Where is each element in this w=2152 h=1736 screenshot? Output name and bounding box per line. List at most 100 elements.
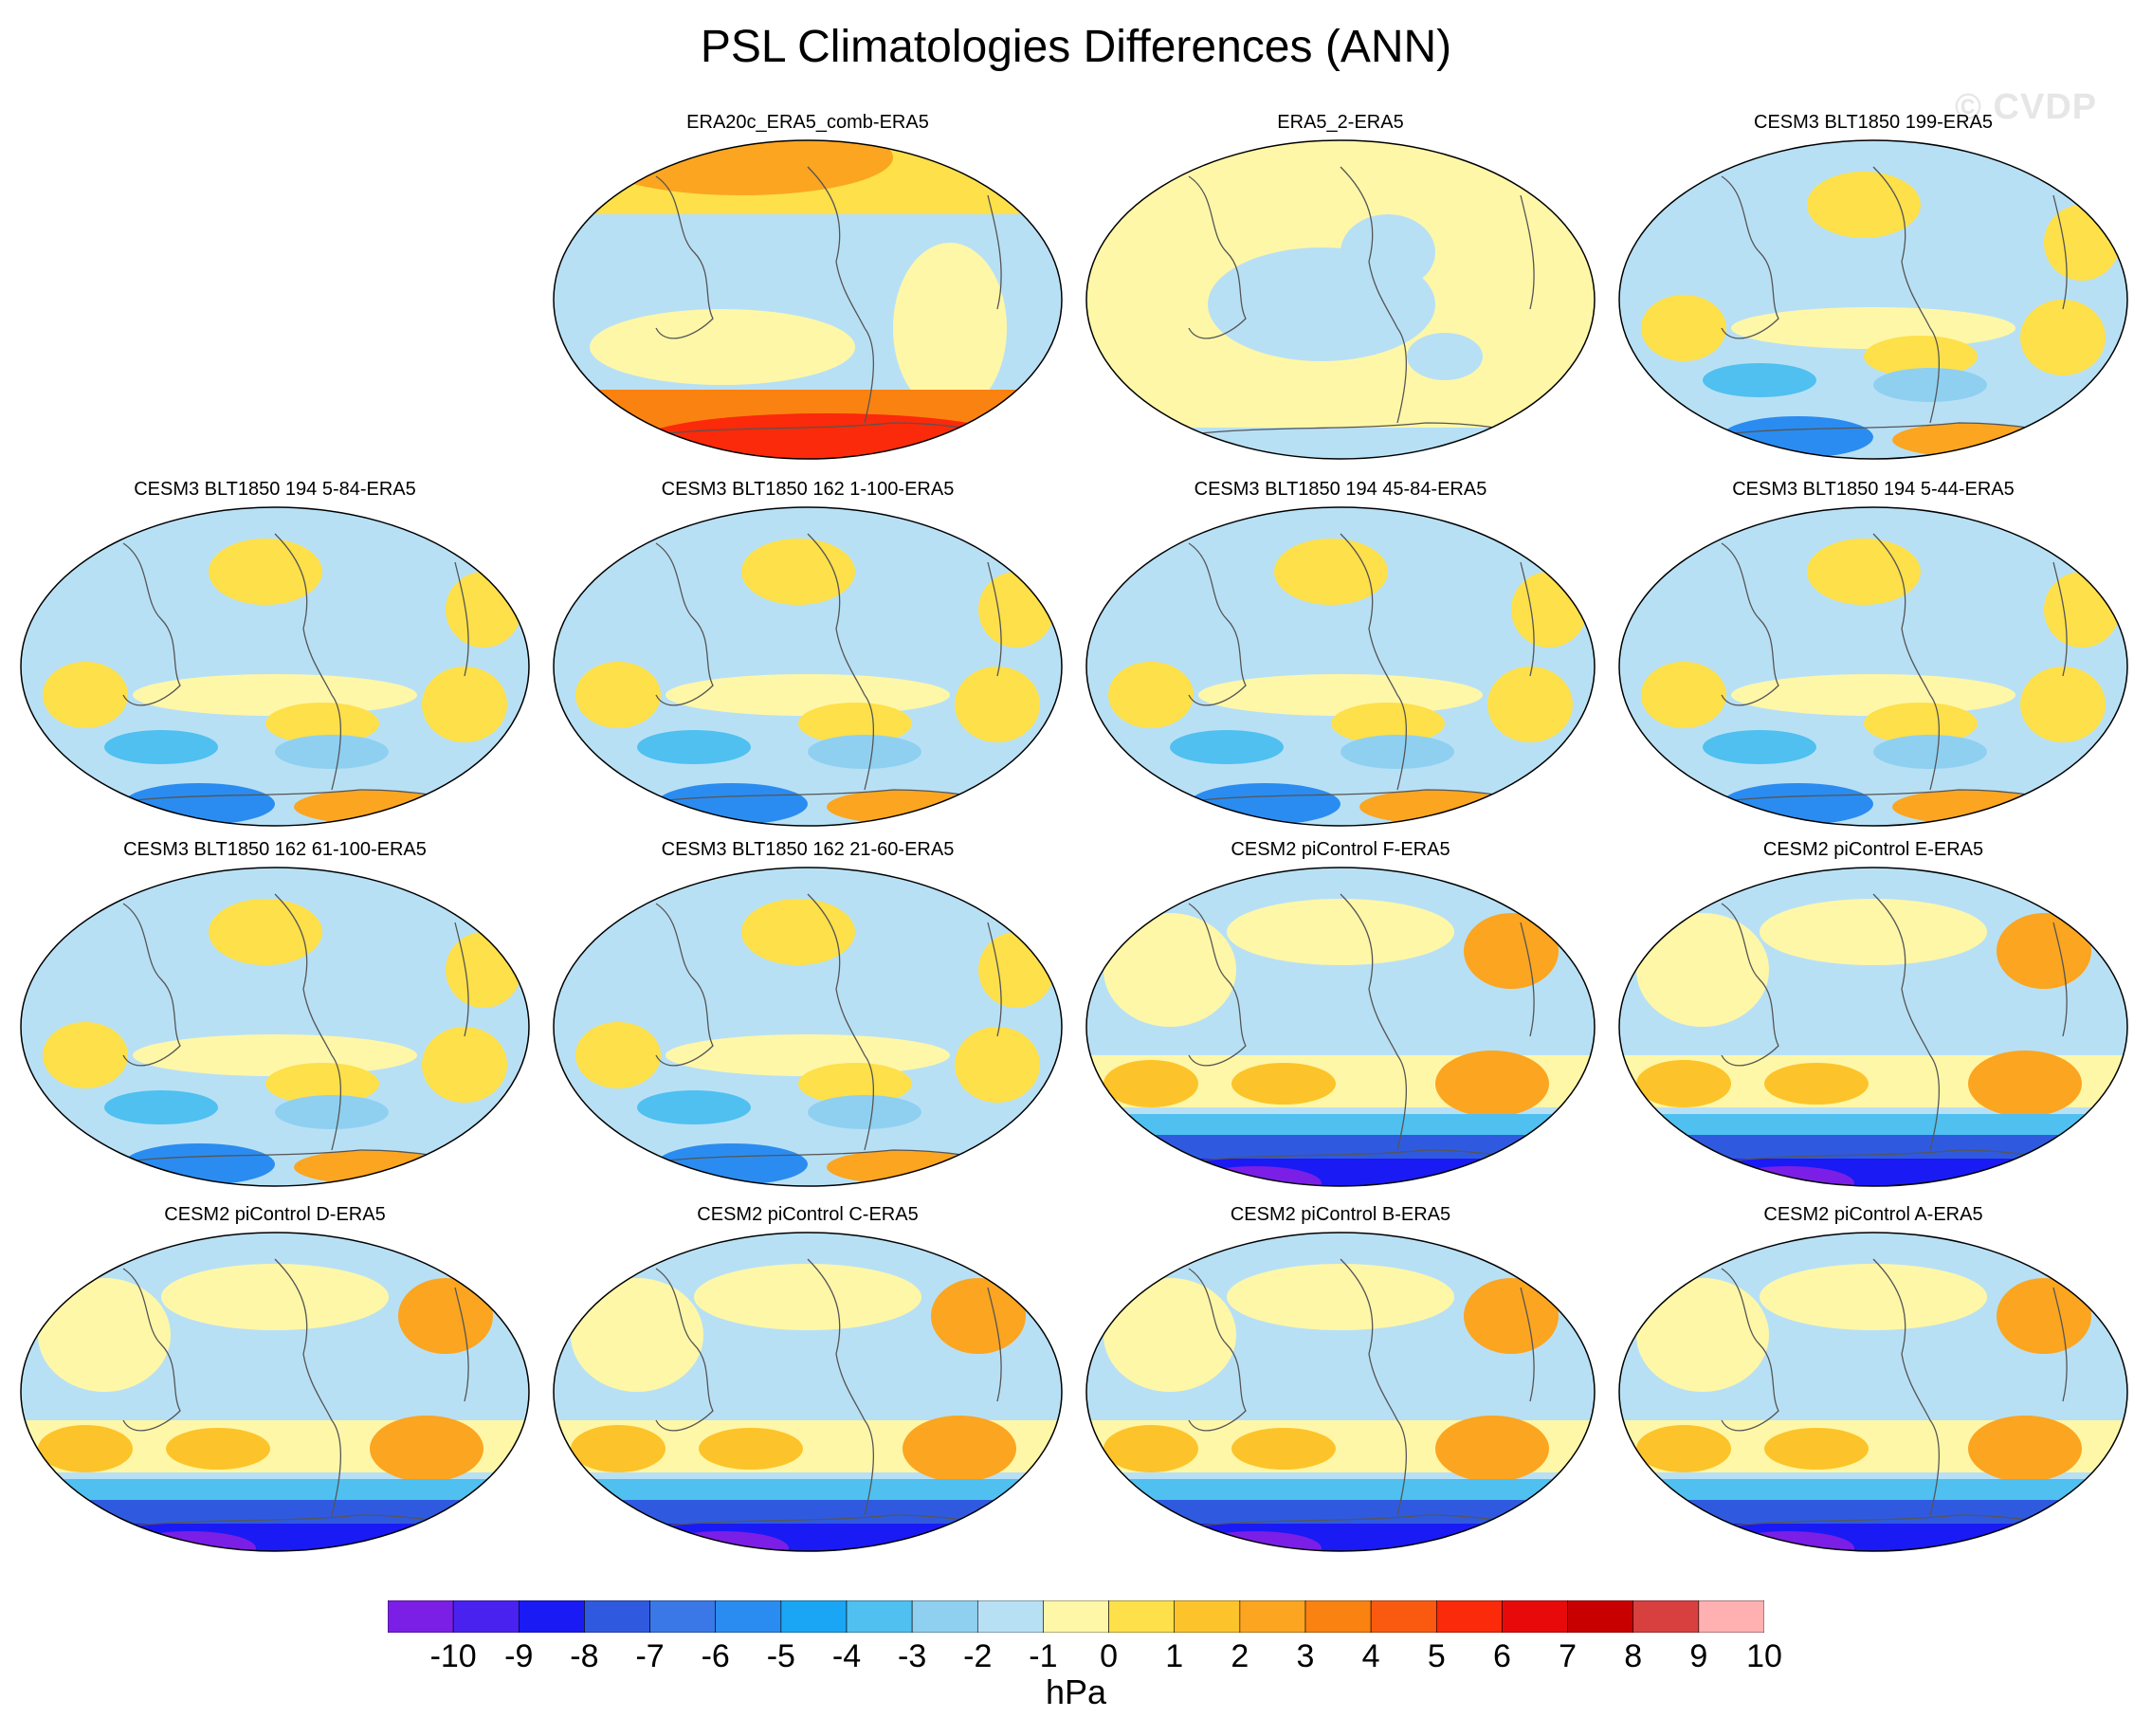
indian-ocean-positive-anomaly <box>1636 1425 1731 1472</box>
map-panel: CESM2 piControl F-ERA5 <box>1075 839 1606 1190</box>
colorbar-tick-label: -10 <box>429 1638 477 1674</box>
map-outline <box>553 1232 1063 1552</box>
south-atlantic-positive-anomaly <box>370 1416 483 1482</box>
south-atlantic-positive-anomaly <box>903 1416 1016 1482</box>
indian-ocean-positive-anomaly <box>38 1425 133 1472</box>
colorbar-swatch <box>649 1600 717 1633</box>
map-outline <box>553 867 1063 1187</box>
north-pacific-positive-anomaly <box>694 1264 921 1330</box>
colorbar-units: hPa <box>1045 1672 1107 1711</box>
antarctic-positive-anomaly <box>1892 790 2044 824</box>
indian-ocean-positive-anomaly <box>1636 1060 1731 1107</box>
south-atlantic-positive-anomaly <box>1435 1051 1549 1117</box>
indian-ocean-positive-anomaly <box>1103 1060 1198 1107</box>
antarctic-positive-anomaly <box>1359 790 1511 824</box>
southern-ocean-negative-anomaly <box>1873 735 1987 769</box>
south-atlantic-positive-anomaly <box>2020 667 2106 742</box>
south-pacific-positive-anomaly <box>798 1063 912 1105</box>
robinson-map <box>1618 1232 2128 1552</box>
southern-ocean-negative-band <box>554 1479 1062 1500</box>
coastline <box>608 533 1027 810</box>
robinson-map <box>20 867 530 1187</box>
coastline <box>1140 1258 1559 1535</box>
south-atlantic-positive-anomaly <box>2020 300 2106 375</box>
panel-title: CESM3 BLT1850 199-ERA5 <box>1754 112 1993 133</box>
coastline <box>1673 1258 2092 1535</box>
robinson-map <box>20 1232 530 1552</box>
subtropical-positive-band <box>666 674 950 716</box>
southern-ocean-negative-anomaly <box>104 1090 218 1124</box>
robinson-map <box>1085 867 1596 1187</box>
coastline <box>1673 533 2092 810</box>
north-pacific-positive-anomaly <box>1227 1264 1454 1330</box>
coastline <box>608 1258 1027 1535</box>
robinson-map <box>553 1232 1063 1552</box>
south-pacific-positive-anomaly <box>1864 703 1978 744</box>
map-outline <box>1085 867 1596 1187</box>
map-outline <box>553 139 1063 460</box>
panel-title: CESM3 BLT1850 162 1-100-ERA5 <box>661 479 955 500</box>
colorbar-tick-label: 7 <box>1559 1638 1578 1674</box>
southern-ocean-negative-anomaly <box>104 730 218 764</box>
map-panel-grid: ERA20c_ERA5_comb-ERA5 ERA5_2-ERA5 CESM3 BL… <box>9 112 2139 1555</box>
south-pacific-positive-anomaly <box>1864 336 1978 377</box>
antarctic-negative-band <box>1619 1159 2127 1186</box>
map-panel: CESM3 BLT1850 199-ERA5 <box>1608 112 2139 463</box>
map-outline <box>553 506 1063 827</box>
panel-title: CESM2 piControl D-ERA5 <box>164 1204 386 1225</box>
north-pacific-positive-anomaly <box>1274 539 1388 605</box>
southern-ocean-negative-anomaly <box>1170 730 1284 764</box>
subtropical-positive-band <box>1731 307 2015 349</box>
south-pacific-positive-anomaly <box>699 1428 803 1470</box>
colorbar-swatch <box>1632 1600 1700 1633</box>
coastline <box>608 166 1027 443</box>
colorbar-tick-label: -4 <box>831 1638 862 1674</box>
north-atlantic-positive-anomaly <box>2044 572 2120 648</box>
map-outline <box>1085 1232 1596 1552</box>
map-outline <box>1618 139 2128 460</box>
north-atlantic-positive-anomaly <box>1997 1278 2091 1354</box>
indian-ocean-positive-anomaly <box>1641 662 1726 728</box>
map-panel: CESM3 BLT1850 162 61-100-ERA5 <box>9 839 540 1190</box>
indian-ocean-positive-anomaly <box>571 1425 666 1472</box>
south-pacific-positive-anomaly <box>265 703 379 744</box>
map-panel: CESM3 BLT1850 194 5-84-ERA5 <box>9 479 540 830</box>
colorbar-tick-label: -8 <box>570 1638 599 1674</box>
antarctic-negative-band <box>1619 1524 2127 1551</box>
coastline <box>608 893 1027 1170</box>
robinson-map <box>553 139 1063 460</box>
colorbar-tick-label: -2 <box>963 1638 993 1674</box>
antarctic-positive-anomaly <box>1892 423 2044 457</box>
coastline <box>75 533 494 810</box>
map-panel: CESM2 piControl C-ERA5 <box>542 1204 1073 1555</box>
indian-ocean-positive-anomaly <box>575 662 661 728</box>
south-pacific-positive-anomaly <box>1764 1428 1869 1470</box>
subtropical-positive-band <box>1731 674 2015 716</box>
map-panel: CESM2 piControl D-ERA5 <box>9 1204 540 1555</box>
southern-ocean-negative-anomaly <box>1703 730 1816 764</box>
coastline <box>1673 893 2092 1170</box>
colorbar-swatch <box>780 1600 848 1633</box>
colorbar-swatch <box>1108 1600 1176 1633</box>
panel-title: CESM2 piControl F-ERA5 <box>1231 839 1450 860</box>
robinson-map <box>1085 506 1596 827</box>
colorbar-tick-label: 9 <box>1689 1638 1708 1674</box>
south-atlantic-positive-anomaly <box>1968 1051 2082 1117</box>
colorbar-tick-label: 5 <box>1427 1638 1446 1674</box>
antarctic-positive-anomaly <box>827 1150 978 1184</box>
coastline <box>1140 893 1559 1170</box>
map-panel: CESM2 piControl A-ERA5 <box>1608 1204 2139 1555</box>
southern-ocean-negative-band <box>1086 1114 1595 1135</box>
colorbar-swatch <box>1239 1600 1306 1633</box>
indian-ocean-positive-anomaly <box>575 1022 661 1088</box>
asia-positive-anomaly <box>1103 913 1236 1027</box>
north-pacific-positive-anomaly <box>1807 539 1921 605</box>
south-pacific-positive-anomaly <box>1331 703 1445 744</box>
antarctic-negative-band <box>1086 1159 1595 1186</box>
north-pacific-positive-anomaly <box>209 899 322 965</box>
north-atlantic-positive-anomaly <box>446 572 521 648</box>
map-outline <box>1085 139 1596 460</box>
colorbar-tick-label: 2 <box>1231 1638 1249 1674</box>
south-pacific-positive-anomaly <box>166 1428 270 1470</box>
robinson-map <box>1618 867 2128 1187</box>
